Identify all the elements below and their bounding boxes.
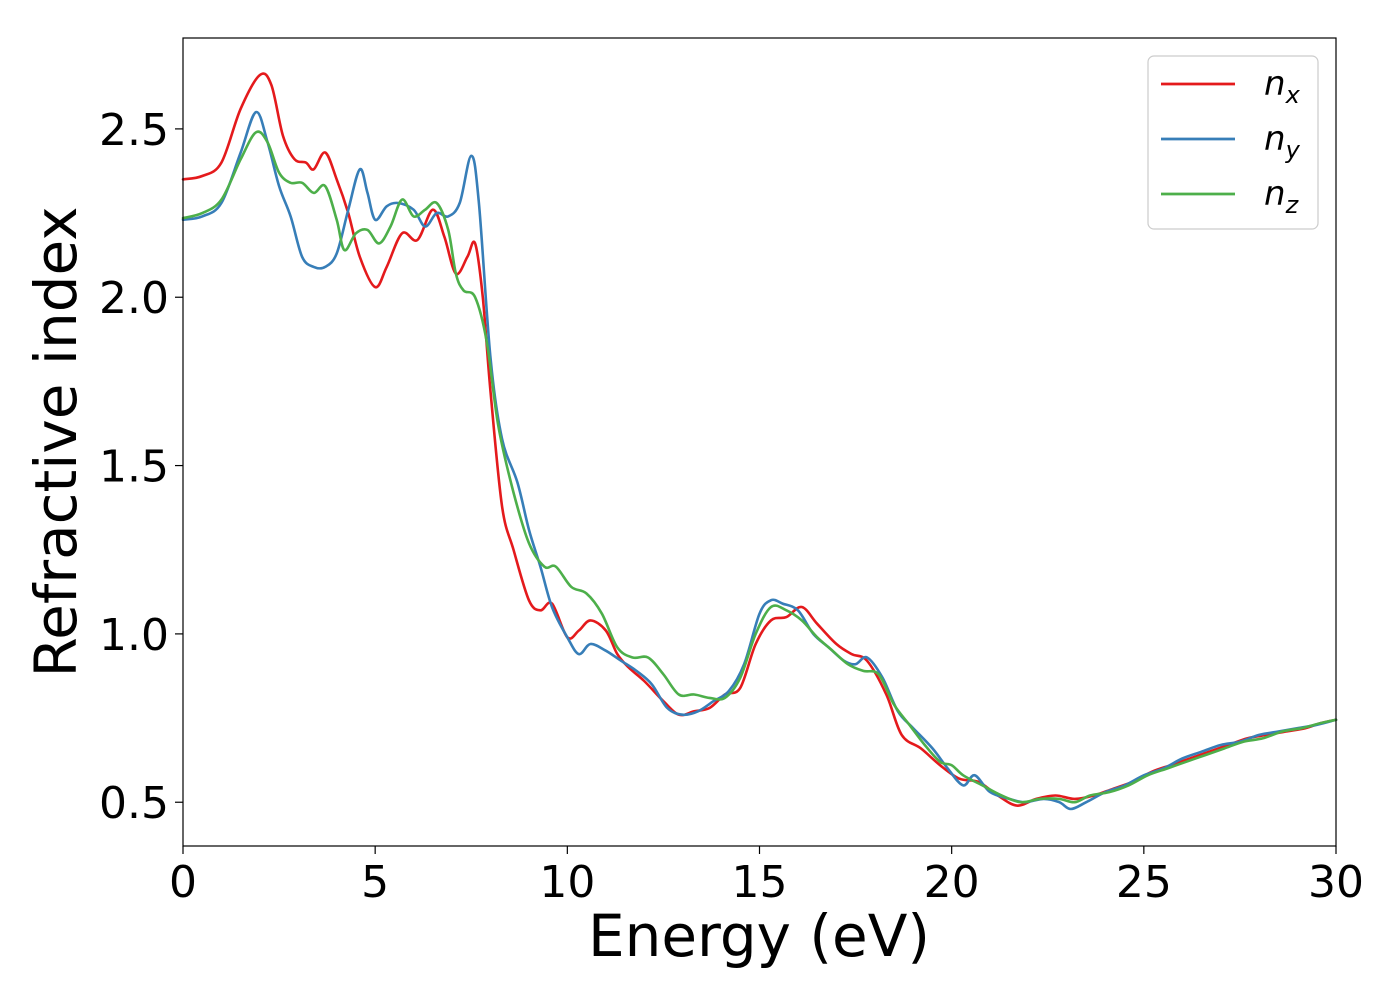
series-layer (181, 72, 1338, 811)
legend-label-base: n (1264, 119, 1286, 159)
y-tick-label: 1.0 (99, 610, 169, 661)
x-tick-label: 30 (1308, 857, 1364, 908)
legend-label-subscript: z (1285, 191, 1300, 219)
legend-label-ny: ny (1264, 119, 1301, 164)
y-axis-title: Refractive index (22, 206, 90, 677)
legend-label-base: n (1264, 174, 1286, 214)
series-line-ny (181, 110, 1338, 811)
x-tick-label: 20 (924, 857, 980, 908)
x-axis: 0 5 10 15 20 25 30 (169, 846, 1364, 908)
legend-label-nz: nz (1264, 174, 1300, 219)
x-tick-label: 10 (539, 857, 595, 908)
legend-label-subscript: x (1285, 81, 1301, 109)
x-axis-title: Energy (eV) (588, 902, 930, 970)
y-tick-label: 1.5 (99, 442, 169, 493)
x-tick-label: 5 (361, 857, 389, 908)
y-axis: 0.5 1.0 1.5 2.0 2.5 (99, 105, 183, 829)
x-tick-label: 0 (169, 857, 197, 908)
legend-label-subscript: y (1285, 136, 1301, 164)
y-tick-label: 2.5 (99, 105, 169, 156)
y-tick-label: 0.5 (99, 778, 169, 829)
legend-label-base: n (1264, 64, 1286, 104)
plot-area (183, 38, 1336, 846)
legend-box (1147, 55, 1319, 230)
x-tick-label: 15 (732, 857, 788, 908)
series-line-nz (181, 130, 1338, 804)
legend-label-nx: nx (1264, 64, 1301, 109)
x-tick-label: 25 (1116, 857, 1172, 908)
y-tick-label: 2.0 (99, 273, 169, 324)
